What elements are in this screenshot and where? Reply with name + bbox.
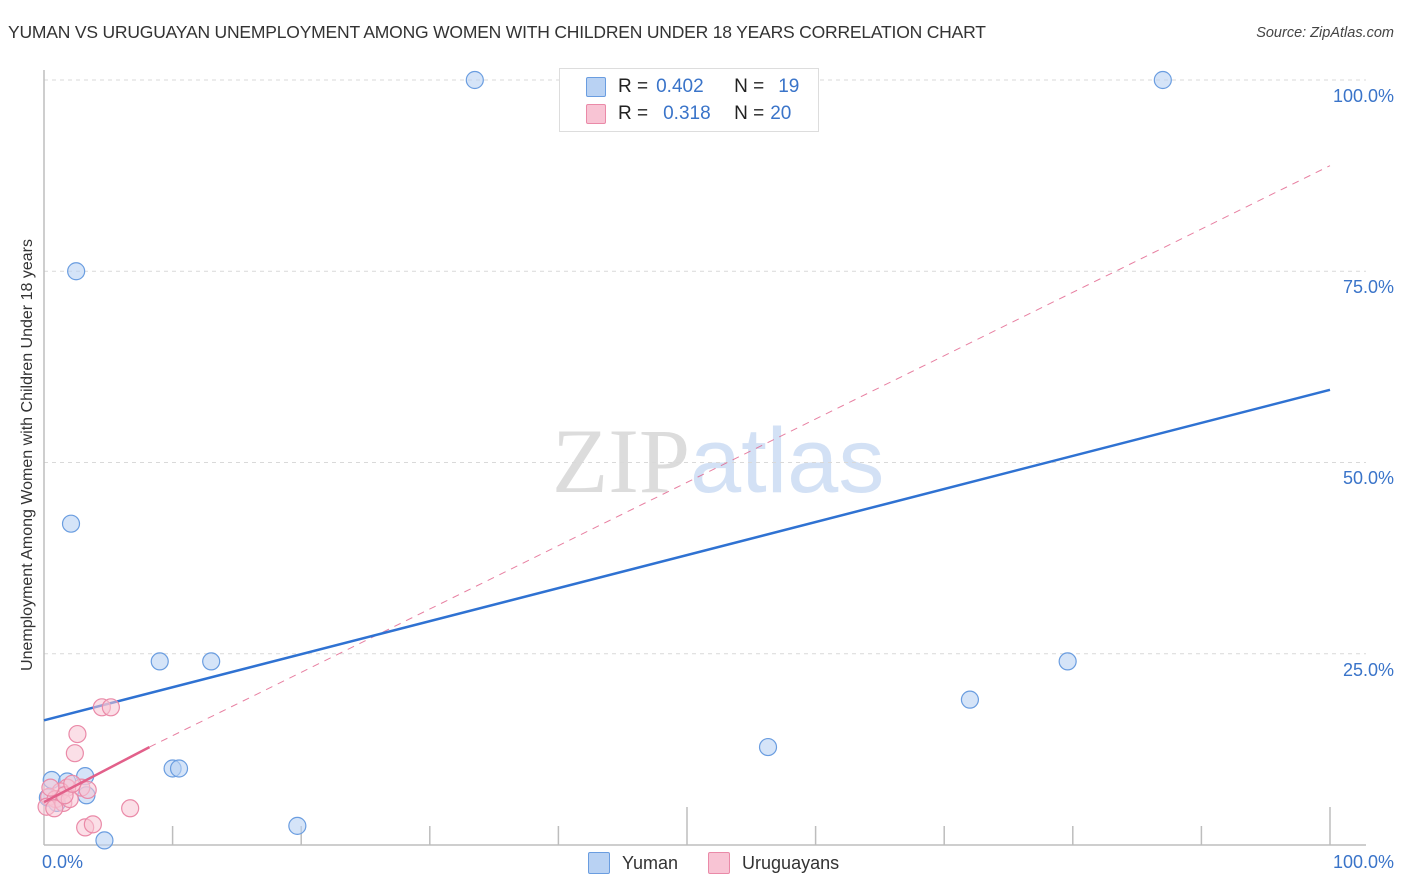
yuman-point xyxy=(169,759,189,778)
axes xyxy=(43,70,1366,846)
yuman-point xyxy=(95,831,114,850)
chart-title: YUMAN VS URUGUAYAN UNEMPLOYMENT AMONG WO… xyxy=(8,22,986,42)
correlation-legend: R = 0.402 N = 19 R = 0.318 N = 20 xyxy=(559,68,819,132)
legend-item-yuman[interactable]: Yuman xyxy=(588,852,678,874)
data-points xyxy=(37,70,1172,850)
uruguayans-swatch-icon xyxy=(586,104,606,124)
yuman-point xyxy=(465,70,484,90)
yuman-point xyxy=(202,652,221,671)
uruguayans-swatch-icon xyxy=(708,852,731,874)
r-label: R = xyxy=(618,103,649,124)
legend-label-uruguayans: Uruguayans xyxy=(742,852,840,873)
n-value: 20 xyxy=(770,103,792,124)
uruguayans-point xyxy=(65,744,84,763)
legend-row-uruguayans: R = 0.318 N = 20 xyxy=(586,102,791,126)
yuman-point xyxy=(150,652,169,671)
uruguayans-point xyxy=(83,815,102,834)
yuman-swatch-icon xyxy=(586,77,606,97)
yuman-point xyxy=(1058,652,1077,671)
legend-item-uruguayans[interactable]: Uruguayans xyxy=(708,852,839,874)
r-value: 0.318 xyxy=(663,103,711,124)
y-tick-100: 100.0% xyxy=(1332,86,1394,106)
series-legend: Yuman Uruguayans xyxy=(588,852,869,874)
n-label: N = xyxy=(734,103,765,124)
source-label: Source: ZipAtlas.com xyxy=(1256,25,1394,41)
legend-label-yuman: Yuman xyxy=(622,852,679,873)
y-tick-50: 50.0% xyxy=(1342,468,1394,488)
r-label: R = xyxy=(618,76,649,97)
uruguayans-point xyxy=(41,778,60,797)
y-tick-75: 75.0% xyxy=(1342,277,1394,297)
uruguayans-trend-line xyxy=(43,745,151,804)
uruguayans-point xyxy=(121,799,140,818)
x-tick-100: 100.0% xyxy=(1332,852,1394,872)
watermark-atlas: atlas xyxy=(690,410,885,512)
yuman-point xyxy=(61,514,81,533)
yuman-point xyxy=(960,690,980,709)
uruguayans-point xyxy=(101,698,120,717)
trend-lines xyxy=(43,165,1331,748)
uruguayans-point xyxy=(68,724,87,744)
uruguayans-point xyxy=(78,780,97,800)
yuman-swatch-icon xyxy=(588,852,610,874)
yuman-point xyxy=(288,816,307,835)
n-value: 19 xyxy=(778,76,800,97)
x-tick-0: 0.0% xyxy=(42,852,84,872)
n-label: N = xyxy=(734,76,765,97)
yuman-point xyxy=(67,262,86,281)
uruguayans-trend-extended xyxy=(149,165,1331,748)
yuman-point xyxy=(1153,70,1172,90)
watermark: ZIPatlas xyxy=(552,408,884,514)
legend-row-yuman: R = 0.402 N = 19 xyxy=(586,75,799,99)
yuman-trend-line xyxy=(43,388,1331,722)
gridlines xyxy=(44,79,1366,655)
uruguayans-point xyxy=(45,799,64,818)
y-tick-25: 25.0% xyxy=(1342,660,1394,680)
y-axis-label: Unemployment Among Women with Children U… xyxy=(19,239,36,671)
watermark-zip: ZIP xyxy=(552,410,690,512)
r-value: 0.402 xyxy=(656,76,704,97)
yuman-point xyxy=(758,737,778,757)
